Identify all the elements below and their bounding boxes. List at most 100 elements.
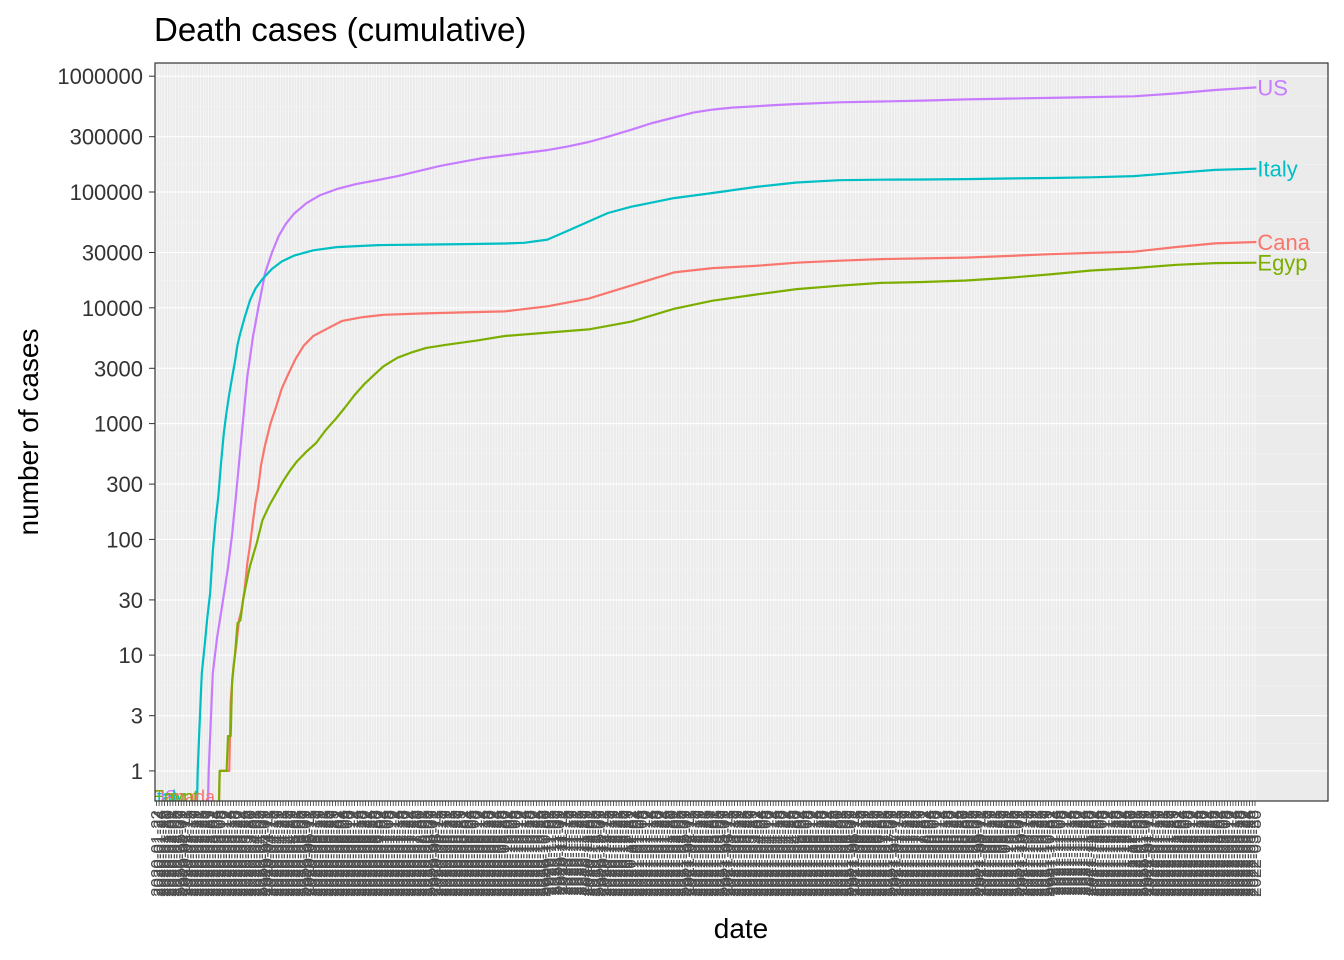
x-tick-label: 2020-09-06 bbox=[461, 810, 480, 897]
x-tick-label: 2021-02-27 bbox=[701, 810, 720, 897]
x-tick-label: 2020-03-20 bbox=[227, 810, 246, 897]
x-tick-label: 2021-08-14 bbox=[932, 810, 951, 897]
x-tick-label: 2021-10-31 bbox=[1040, 810, 1059, 897]
x-tick-label: 2020-05-27 bbox=[321, 810, 340, 897]
x-tick-label: 2022-01-05 bbox=[1130, 810, 1149, 897]
x-tick-label: 2020-10-02 bbox=[497, 810, 516, 897]
x-tick-label: 2021-12-14 bbox=[1100, 810, 1119, 897]
x-tick-label: 2021-03-19 bbox=[728, 810, 747, 897]
series-end-label-canada: Cana bbox=[1257, 230, 1310, 255]
x-tick-label: 2021-11-10 bbox=[1053, 810, 1072, 896]
x-tick-label: 2020-09-14 bbox=[472, 810, 491, 897]
x-tick-label: 2021-10-03 bbox=[1001, 810, 1020, 897]
x-tick-label: 2021-03-17 bbox=[726, 810, 745, 897]
x-tick-label: 2021-10-05 bbox=[1004, 810, 1023, 897]
x-tick-label: 2020-12-09 bbox=[591, 810, 610, 897]
x-tick-label: 2021-11-18 bbox=[1064, 810, 1083, 896]
x-tick-label: 2022-03-24 bbox=[1238, 810, 1257, 897]
x-tick-label: 2020-07-12 bbox=[384, 810, 403, 897]
y-tick-label: 100 bbox=[106, 527, 143, 552]
x-axis-title: date bbox=[714, 913, 769, 944]
x-tick-label: 2020-08-11 bbox=[426, 810, 445, 896]
x-tick-label: 2021-09-09 bbox=[968, 810, 987, 897]
x-tick-label: 2020-08-29 bbox=[450, 810, 469, 897]
x-tick-label: 2021-01-04 bbox=[627, 810, 646, 897]
x-tick-label: 2021-09-07 bbox=[965, 810, 984, 897]
x-tick-label: 2021-02-11 bbox=[679, 810, 698, 896]
x-tick-label: 2021-10-25 bbox=[1031, 810, 1050, 897]
x-tick-label: 2020-07-24 bbox=[401, 810, 420, 897]
x-tick-label: 2021-05-26 bbox=[822, 810, 841, 897]
x-tick-label: 2021-12-20 bbox=[1108, 810, 1127, 897]
x-tick-label: 2021-03-11 bbox=[717, 810, 736, 896]
x-tick-label: 2021-06-17 bbox=[852, 810, 871, 897]
x-tick-label: 2020-10-16 bbox=[516, 810, 535, 897]
x-tick-label: 2021-12-28 bbox=[1119, 810, 1138, 897]
x-tick-label: 2020-03-30 bbox=[241, 810, 260, 897]
x-tick-label: 2020-07-30 bbox=[409, 810, 428, 897]
x-tick-label: 2020-05-21 bbox=[313, 810, 332, 897]
x-tick-label: 2021-02-15 bbox=[684, 810, 703, 897]
x-tick-label: 2020-08-15 bbox=[431, 810, 450, 897]
x-tick-label: 2020-03-08 bbox=[211, 810, 230, 897]
x-tick-label: 2022-02-14 bbox=[1186, 810, 1205, 897]
x-tick-label: 2020-02-17 bbox=[183, 810, 202, 897]
x-tick-label: 2020-11-11 bbox=[552, 810, 571, 894]
x-tick-label: 2020-05-07 bbox=[293, 810, 312, 897]
x-tick-label: 2021-08-06 bbox=[921, 810, 940, 897]
x-tick-label: 2021-09-11 bbox=[971, 810, 990, 896]
x-tick-label: 2020-10-24 bbox=[527, 810, 546, 897]
x-tick-label: 2022-01-25 bbox=[1158, 810, 1177, 897]
x-tick-label: 2020-03-16 bbox=[222, 810, 241, 897]
x-tick-label: 2021-12-24 bbox=[1114, 810, 1133, 897]
x-tick-label: 2022-03-30 bbox=[1246, 810, 1265, 897]
x-tick-label: 2020-01-24 bbox=[150, 810, 169, 897]
x-tick-label: 2021-04-06 bbox=[753, 810, 772, 897]
x-tick-label: 2021-07-17 bbox=[894, 810, 913, 897]
y-axis-title: number of cases bbox=[13, 329, 44, 536]
x-tick-label: 2021-12-30 bbox=[1122, 810, 1141, 897]
x-tick-label: 2020-11-27 bbox=[574, 810, 593, 896]
x-tick-label: 2021-02-01 bbox=[665, 810, 684, 897]
x-tick-label: 2020-03-06 bbox=[208, 810, 227, 897]
x-tick-label: 2020-05-05 bbox=[291, 810, 310, 897]
series-start-label-us: US bbox=[152, 787, 177, 807]
x-tick-label: 2020-07-10 bbox=[381, 810, 400, 897]
x-tick-label: 2020-06-14 bbox=[346, 810, 365, 897]
x-tick-label: 2020-11-17 bbox=[560, 810, 579, 896]
x-tick-label: 2021-03-09 bbox=[715, 810, 734, 897]
x-tick-label: 2021-08-16 bbox=[935, 810, 954, 897]
x-tick-label: 2022-03-20 bbox=[1232, 810, 1251, 897]
x-tick-label: 2022-03-08 bbox=[1216, 810, 1235, 897]
x-tick-label: 2021-06-21 bbox=[858, 810, 877, 897]
x-tick-label: 2021-12-22 bbox=[1111, 810, 1130, 897]
y-axis: 1 3 10 30 100 300 1000 3000 10000 30000 100000 3000… bbox=[57, 64, 155, 784]
x-tick-label: 2022-02-18 bbox=[1191, 810, 1210, 897]
x-tick-label: 2020-04-27 bbox=[280, 810, 299, 897]
x-tick-label: 2021-12-12 bbox=[1097, 810, 1116, 897]
x-tick-label: 2020-06-18 bbox=[351, 810, 370, 897]
x-tick-label: 2020-12-29 bbox=[618, 810, 637, 897]
y-tick-label: 10 bbox=[119, 643, 143, 668]
x-tick-label: 2020-05-23 bbox=[315, 810, 334, 897]
x-tick-label: 2020-04-01 bbox=[244, 810, 263, 897]
y-tick-label: 10000 bbox=[82, 296, 143, 321]
x-tick-label: 2021-05-14 bbox=[806, 810, 825, 897]
x-tick-label: 2020-08-17 bbox=[434, 810, 453, 897]
x-tick-label: 2021-12-26 bbox=[1117, 810, 1136, 897]
x-tick-label: 2022-03-14 bbox=[1224, 810, 1243, 897]
x-tick-label: 2020-03-02 bbox=[202, 810, 221, 897]
x-tick-label: 2020-10-20 bbox=[522, 810, 541, 897]
x-tick-label: 2020-09-10 bbox=[467, 810, 486, 897]
x-tick-label: 2021-03-15 bbox=[723, 810, 742, 897]
x-tick-label: 2021-01-18 bbox=[646, 810, 665, 897]
x-tick-label: 2021-02-25 bbox=[698, 810, 717, 897]
x-tick-label: 2020-12-15 bbox=[599, 810, 618, 897]
x-tick-label: 2020-11-05 bbox=[544, 810, 563, 896]
x-tick-label: 2020-08-25 bbox=[445, 810, 464, 897]
x-tick-label: 2020-02-01 bbox=[161, 810, 180, 897]
x-tick-label: 2020-08-19 bbox=[437, 810, 456, 897]
x-tick-label: 2021-04-24 bbox=[778, 810, 797, 897]
x-tick-label: 2020-06-08 bbox=[337, 810, 356, 897]
